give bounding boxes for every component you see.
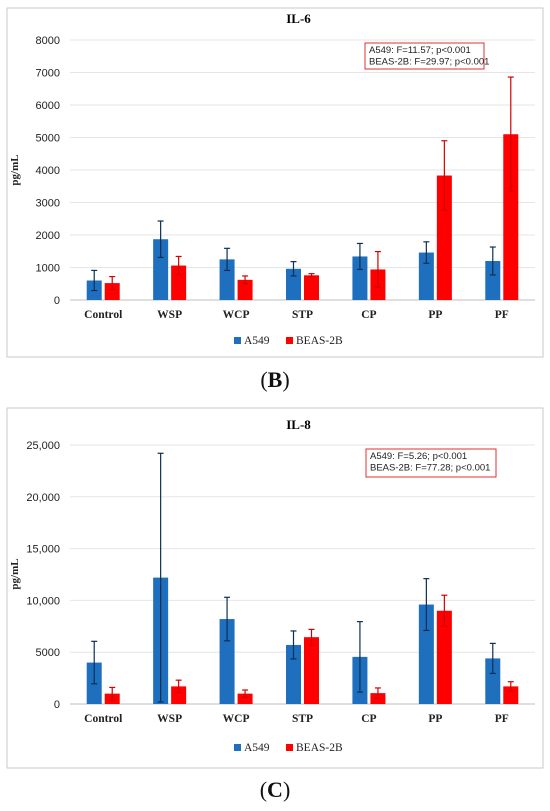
il6-chart-title: IL-6 (286, 11, 311, 26)
il8-legend-swatch-a549 (234, 744, 241, 751)
il6-bar-a549 (286, 268, 301, 300)
caption-c: (C) (259, 777, 291, 802)
il8-legend-swatch-beas-2b (286, 744, 293, 751)
il8-legend-label-beas-2b: BEAS-2B (296, 742, 343, 754)
il8-bar-a549 (485, 658, 501, 704)
il6-y-tick-label: 6000 (36, 100, 60, 112)
il8-category-label: PP (428, 713, 442, 725)
il6-category-label: Control (84, 309, 122, 321)
il6-bar-beas-2b (171, 265, 187, 300)
il8-category-label: WSP (157, 713, 182, 725)
il8-category-label: CP (361, 713, 376, 725)
il6-y-axis-label: pg/mL (9, 154, 21, 185)
il8-bar-a549 (418, 604, 434, 704)
il6-annotation-text: BEAS-2B: F=29.97; p<0.001 (369, 57, 489, 68)
il6-annotation-text: A549: F=11.57; p<0.001 (369, 45, 471, 56)
il6-y-tick-label: 2000 (36, 230, 60, 242)
il8-y-axis-label: pg/mL (9, 558, 21, 589)
il6-y-tick-label: 1000 (36, 263, 60, 275)
il6-category-label: CP (361, 309, 376, 321)
il6-legend-label-beas-2b: BEAS-2B (296, 335, 343, 347)
il6-y-tick-label: 3000 (36, 198, 60, 210)
il8-category-label: PF (495, 713, 509, 725)
il8-chart-panel: 0 5000 10,000 15,000 20,000 25,000 IL-8 pg/mL Co… (6, 407, 544, 769)
il8-y-tick-label: 0 (54, 699, 60, 711)
il6-chart-panel: 0 1000 2000 3000 4000 5000 6000 7000 8000 IL-6 pg/… (6, 7, 544, 358)
il6-bar-a549 (352, 256, 368, 300)
il6-legend-label-a549: A549 (244, 335, 270, 347)
il8-annotation-text: A549: F=5.26; p<0.001 (370, 451, 467, 462)
il6-bar-beas-2b (304, 275, 319, 300)
il6-y-tick-label: 0 (54, 295, 60, 307)
il6-category-label: PP (428, 309, 442, 321)
il8-category-label: Control (84, 713, 122, 725)
il6-bar-a549 (485, 261, 501, 300)
il8-y-tick-label: 5000 (36, 647, 60, 659)
il6-category-label: PF (495, 309, 509, 321)
il6-y-tick-label: 7000 (36, 68, 60, 80)
il6-bar-a549 (219, 259, 235, 300)
il8-category-label: WCP (223, 713, 250, 725)
il6-y-tick-label: 5000 (36, 133, 60, 145)
il8-bar-a549 (286, 644, 301, 704)
il6-annotation-box (364, 42, 485, 70)
il6-category-label: WCP (223, 309, 250, 321)
il6-y-tick-label: 4000 (36, 165, 60, 177)
il8-y-tick-label: 15,000 (26, 544, 60, 556)
il8-bar-beas-2b (503, 686, 519, 704)
il8-chart-title: IL-8 (286, 417, 311, 432)
il6-bar-beas-2b (104, 283, 120, 300)
il6-bar-a549 (153, 239, 169, 300)
il8-y-tick-label: 10,000 (26, 595, 60, 607)
il6-bar-beas-2b (503, 134, 519, 300)
il8-bar-beas-2b (304, 637, 319, 704)
il8-annotation-text: BEAS-2B: F=77.28; p<0.001 (370, 463, 490, 474)
il6-legend-swatch-beas-2b (286, 337, 293, 344)
il8-annotation-box (365, 448, 497, 478)
il8-bar-beas-2b (237, 693, 253, 704)
il8-legend-label-a549: A549 (244, 742, 270, 754)
il6-y-tick-label: 8000 (36, 35, 60, 47)
il8-bar-beas-2b (171, 686, 187, 704)
il6-legend-swatch-a549 (234, 337, 241, 344)
il6-bar-a549 (418, 252, 434, 300)
caption-b: (B) (260, 367, 290, 392)
il6-bar-beas-2b (436, 175, 452, 300)
il6-bar-beas-2b (237, 279, 253, 300)
il6-category-label: WSP (157, 309, 182, 321)
il8-y-tick-label: 20,000 (26, 492, 60, 504)
il8-bar-a549 (219, 619, 235, 704)
il8-bar-beas-2b (436, 610, 452, 704)
il8-category-label: STP (292, 713, 313, 725)
il6-category-label: STP (292, 309, 313, 321)
il8-y-tick-label: 25,000 (26, 440, 60, 452)
